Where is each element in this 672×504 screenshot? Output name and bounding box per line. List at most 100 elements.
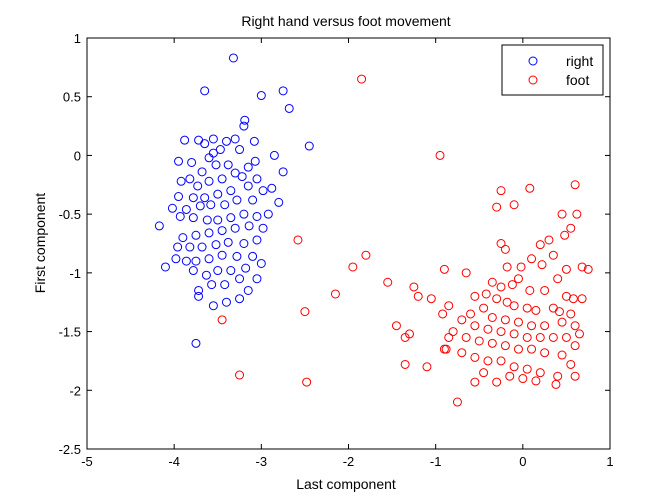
data-point-right [187,157,197,167]
data-point-foot [551,379,561,389]
data-point-right [221,297,231,307]
data-point-foot [361,250,371,260]
data-point-foot [527,254,537,264]
legend-label-foot: foot [566,72,589,88]
data-point-foot [566,359,576,369]
data-point-foot [461,268,471,278]
data-point-foot [441,344,451,354]
data-point-foot [330,289,340,299]
data-point-right [267,183,277,193]
data-point-foot [509,329,519,339]
data-point-foot [492,202,502,212]
data-point-foot [513,317,523,327]
data-point-right [213,215,223,225]
data-point-foot [422,362,432,372]
data-point-foot [444,332,454,342]
data-point-right [239,121,249,131]
data-point-right [237,172,247,182]
data-point-foot [500,315,510,325]
data-point-right [235,294,245,304]
data-point-right [204,153,214,163]
data-point-foot [561,332,571,342]
data-point-right [204,254,214,264]
data-point-right [252,174,262,184]
data-point-foot [439,264,449,274]
legend: right foot [501,44,604,96]
data-point-right [235,145,245,155]
data-point-right [252,211,262,221]
data-point-foot [561,264,571,274]
data-point-right [213,266,223,276]
data-point-foot [448,327,458,337]
data-point-right [194,291,204,301]
y-tick-label: -1 [69,266,81,281]
data-point-foot [470,352,480,362]
y-tick-label: -2 [69,383,81,398]
data-point-foot [502,297,512,307]
x-tick-label: -3 [256,454,268,469]
data-point-foot [300,307,310,317]
data-point-foot [496,356,506,366]
plot-area-frame [86,37,611,450]
legend-marker-right [528,56,538,66]
legend-label-right: right [566,53,593,69]
data-point-foot [568,294,578,304]
data-point-right [204,176,214,186]
data-point-right [191,256,201,266]
data-point-right [207,280,217,290]
data-point-right [256,258,266,268]
data-point-foot [474,336,484,346]
data-point-foot [513,344,523,354]
data-point-foot [505,371,515,381]
data-point-right [185,242,195,252]
data-point-foot [553,274,563,284]
data-point-foot [492,294,502,304]
data-point-right [181,256,191,266]
data-point-foot [293,235,303,245]
data-point-foot [537,260,547,270]
data-point-right [248,251,258,261]
data-point-right [204,228,214,238]
data-point-foot [426,294,436,304]
data-point-foot [452,397,462,407]
data-point-foot [479,303,489,313]
data-point-foot [470,377,480,387]
data-point-foot [527,321,537,331]
data-point-foot [483,324,493,334]
data-point-right [202,215,212,225]
data-point-right [258,223,268,233]
data-point-foot [566,309,576,319]
data-point-right [263,209,273,219]
data-point-foot [570,321,580,331]
data-point-foot [570,341,580,351]
data-point-right [235,274,245,284]
data-point-right [188,213,198,223]
data-point-right [226,266,236,276]
data-point-right [181,204,191,214]
data-point-foot [509,362,519,372]
data-point-foot [548,250,558,260]
data-point-foot [535,332,545,342]
data-point-foot [544,235,554,245]
data-point-right [154,221,164,231]
data-point-foot [525,285,535,295]
data-point-right [185,174,195,184]
y-tick-label: 0 [74,148,81,163]
data-point-foot [513,274,523,284]
data-point-foot [509,200,519,210]
data-point-foot [413,291,423,301]
data-point-foot [557,317,567,327]
data-point-foot [548,332,558,342]
y-tick-label: -1.5 [59,325,81,340]
data-point-right [188,193,198,203]
data-point-right [215,145,225,155]
data-point-right [197,167,207,177]
data-point-foot [507,280,517,290]
data-point-foot [509,301,519,311]
data-point-right [211,240,221,250]
data-point-right [178,233,188,243]
data-point-foot [383,277,393,287]
data-point-right [249,136,259,146]
data-point-right [221,136,231,146]
